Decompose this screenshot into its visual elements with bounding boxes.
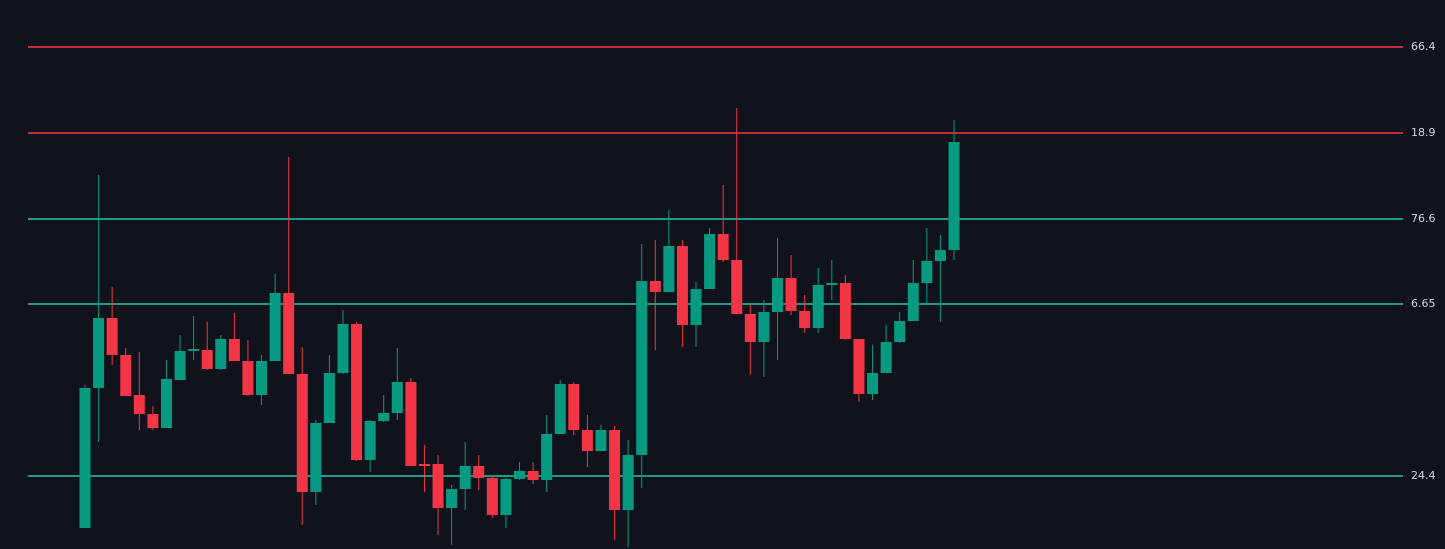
candle-body [201, 350, 213, 369]
candle-body [473, 466, 485, 478]
candle-body [595, 430, 607, 451]
candle-body [106, 318, 118, 355]
candle-body [717, 234, 729, 260]
candle-body [704, 234, 716, 289]
candle-body [622, 455, 634, 510]
candle-body [242, 361, 254, 395]
candle-body [79, 388, 91, 528]
candle-body [880, 342, 892, 373]
candle-body [690, 289, 702, 325]
candle-body [907, 283, 919, 321]
candle-body [174, 351, 186, 380]
price-level-label: 66.4 [1411, 40, 1436, 53]
candle-body [785, 278, 797, 311]
candle-body [853, 339, 865, 394]
candle-body [649, 281, 661, 292]
candle-body [391, 382, 403, 413]
candle-body [269, 293, 281, 361]
candle-body [758, 312, 770, 342]
candle-body [378, 413, 390, 421]
candle-body [771, 278, 783, 312]
candle-body [215, 339, 227, 369]
candle-body [609, 430, 621, 510]
candle-body [554, 384, 566, 434]
candle-body [188, 349, 200, 351]
candle-body [351, 324, 363, 460]
candle-body [160, 379, 172, 428]
candle-body [921, 261, 933, 283]
candle-body [418, 464, 430, 466]
candle-body [120, 355, 132, 396]
candle-body [744, 314, 756, 342]
candle-body [500, 479, 512, 515]
candle-body [459, 466, 471, 489]
price-level-label: 6.65 [1411, 297, 1436, 310]
candle-body [486, 478, 498, 515]
candle-body [147, 414, 159, 428]
candle-body [283, 293, 295, 374]
candle-body [839, 283, 851, 339]
candle-body [663, 246, 675, 292]
candle-body [296, 374, 308, 492]
candle-body [731, 260, 743, 314]
candle-body [826, 283, 838, 285]
candle-body [934, 250, 946, 261]
candle-body [867, 373, 879, 394]
candle-body [527, 471, 539, 480]
candle-body [514, 471, 525, 479]
candle-body [799, 311, 811, 328]
candle-body [581, 430, 593, 451]
candle-body [948, 142, 960, 250]
candle-body [337, 324, 349, 373]
candle-body [676, 246, 688, 325]
candle-body [228, 339, 240, 361]
candle-body [364, 421, 376, 460]
candle-body [894, 321, 906, 342]
price-level-label: 18.9 [1411, 126, 1436, 139]
candle-body [812, 285, 824, 328]
price-level-label: 76.6 [1411, 212, 1436, 225]
price-level-label: 24.4 [1411, 469, 1436, 482]
candle-body [310, 423, 322, 492]
candle-body [405, 382, 417, 466]
candle-body [636, 281, 648, 455]
candle-body [256, 361, 268, 395]
candle-body [568, 384, 580, 430]
candle-body [93, 318, 105, 388]
candle-body [541, 434, 553, 480]
candle-body [432, 464, 444, 508]
candle-body [446, 489, 458, 508]
candle-body [323, 373, 335, 423]
candle-body [133, 395, 145, 414]
